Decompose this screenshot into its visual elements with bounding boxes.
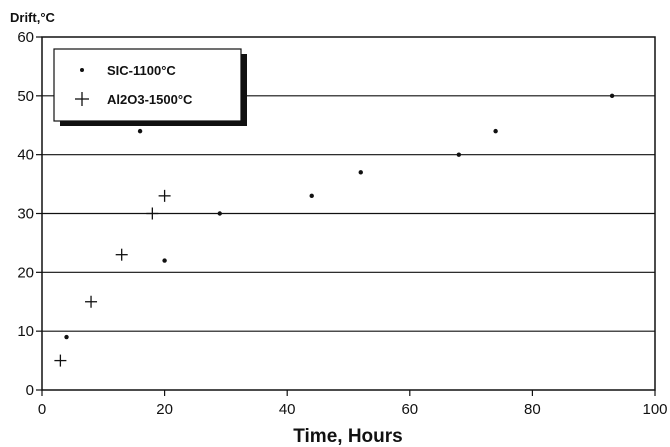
grid-lines <box>42 95 655 332</box>
point-al2o3-2 <box>115 248 128 261</box>
y-axis-title: Drift,°C <box>10 10 56 25</box>
x-axis-title: Time, Hours <box>293 426 402 447</box>
point-al2o3-3 <box>146 207 159 220</box>
legend-box <box>53 48 242 122</box>
x-tick-label-0: 0 <box>38 401 46 418</box>
y-tick-label-60: 60 <box>17 29 34 46</box>
point-sic-8 <box>609 93 615 99</box>
x-tick-label-100: 100 <box>642 401 667 418</box>
legend-label-al2o3: Al2O3-1500°C <box>107 92 193 107</box>
y-tick-label-20: 20 <box>17 264 34 281</box>
point-sic-0 <box>64 334 69 340</box>
y-tick-label-50: 50 <box>17 88 34 105</box>
x-tick-label-20: 20 <box>156 401 173 418</box>
legend: SIC-1100°C Al2O3-1500°C <box>53 48 247 126</box>
point-al2o3-0 <box>54 354 67 367</box>
x-tick-label-40: 40 <box>279 401 296 418</box>
data-points <box>54 93 615 367</box>
legend-marker-al2o3 <box>75 92 89 106</box>
point-sic-6 <box>456 152 462 157</box>
x-tick-label-80: 80 <box>524 401 541 418</box>
point-sic-1 <box>137 128 143 134</box>
y-tick-label-40: 40 <box>17 147 34 164</box>
point-sic-3 <box>217 211 222 216</box>
point-sic-5 <box>358 170 363 175</box>
x-tick-label-60: 60 <box>401 401 418 418</box>
point-sic-4 <box>309 193 314 199</box>
legend-marker-sic <box>80 68 84 72</box>
y-tick-label-30: 30 <box>17 206 34 223</box>
point-sic-2 <box>162 258 167 263</box>
point-sic-7 <box>493 128 498 134</box>
axis-ticks: 0 10 20 30 40 50 60 0 20 40 60 80 100 <box>17 29 667 418</box>
point-al2o3-4 <box>158 189 171 202</box>
legend-label-sic: SIC-1100°C <box>107 63 176 78</box>
y-tick-label-0: 0 <box>26 382 34 399</box>
y-tick-label-10: 10 <box>17 323 34 340</box>
point-al2o3-1 <box>85 295 98 308</box>
